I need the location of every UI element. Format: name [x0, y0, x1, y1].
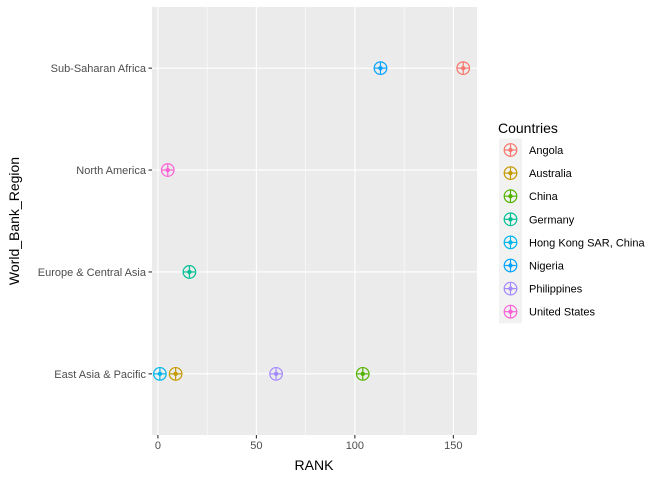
legend-key	[503, 143, 518, 157]
legend-key	[503, 304, 518, 319]
marker-center	[508, 263, 513, 268]
marker-center	[378, 65, 383, 71]
legend-label: Angola	[529, 145, 564, 157]
marker-center	[187, 269, 192, 275]
x-axis: 0 50 100 150	[155, 435, 463, 452]
legend-key	[503, 189, 518, 204]
marker-center	[461, 65, 466, 71]
marker-center	[173, 371, 178, 377]
legend-key	[503, 235, 518, 250]
marker-center	[157, 371, 163, 377]
legend-key	[503, 258, 518, 273]
legend-key	[503, 212, 518, 227]
legend-title: Countries	[498, 120, 558, 136]
marker-center	[273, 371, 279, 377]
data-point	[373, 61, 388, 76]
major-gridlines	[152, 7, 477, 435]
data-points	[152, 61, 471, 381]
data-point	[168, 366, 183, 381]
x-tick-label: 150	[444, 440, 462, 452]
y-tick-label: Sub-Saharan Africa	[51, 63, 147, 75]
marker-center	[165, 167, 170, 173]
y-axis: East Asia & Pacific Europe & Central Asia…	[38, 63, 152, 381]
legend-label: Australia	[529, 168, 573, 180]
data-point	[456, 61, 471, 76]
marker-center	[508, 217, 513, 222]
y-tick-label: East Asia & Pacific	[54, 369, 146, 381]
marker-center	[508, 286, 513, 291]
data-point	[182, 265, 197, 279]
x-axis-title: RANK	[295, 457, 335, 473]
legend-key	[503, 166, 518, 181]
y-axis-title: World_Bank_Region	[6, 157, 22, 285]
y-tick-label: North America	[76, 165, 147, 177]
legend: Countries Angola Australia China Germany Hon…	[498, 120, 645, 324]
marker-center	[508, 194, 513, 199]
y-tick-label: Europe & Central Asia	[38, 267, 147, 279]
legend-label: Germany	[529, 214, 575, 226]
data-point	[160, 163, 175, 177]
legend-label: Nigeria	[529, 261, 565, 273]
x-tick-label: 50	[250, 440, 262, 452]
marker-center	[508, 170, 513, 176]
x-tick-label: 100	[346, 440, 364, 452]
marker-center	[508, 309, 513, 314]
legend-label: Hong Kong SAR, China	[529, 237, 645, 249]
legend-label: China	[529, 191, 559, 203]
panel-background	[152, 7, 477, 435]
legend-key	[503, 281, 518, 296]
marker-center	[508, 240, 513, 245]
legend-label: United States	[529, 307, 596, 319]
marker-center	[360, 371, 365, 377]
x-tick-label: 0	[155, 440, 161, 452]
data-point	[269, 366, 283, 381]
minor-gridlines	[206, 7, 405, 435]
data-point	[355, 366, 370, 381]
marker-center	[508, 147, 513, 153]
legend-label: Philippines	[529, 284, 583, 296]
data-point	[152, 366, 167, 381]
